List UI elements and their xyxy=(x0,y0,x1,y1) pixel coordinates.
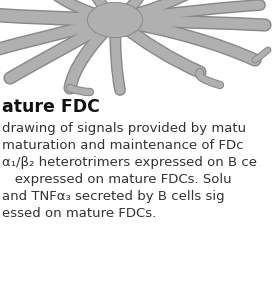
Text: ature FDC: ature FDC xyxy=(2,98,100,116)
Text: expressed on mature FDCs. Solu: expressed on mature FDCs. Solu xyxy=(2,173,232,186)
Text: essed on mature FDCs.: essed on mature FDCs. xyxy=(2,207,156,220)
Ellipse shape xyxy=(87,2,143,38)
Ellipse shape xyxy=(87,2,143,38)
Text: and TNFα₃ secreted by B cells sig: and TNFα₃ secreted by B cells sig xyxy=(2,190,225,203)
Text: maturation and maintenance of FDс: maturation and maintenance of FDс xyxy=(2,139,244,152)
Text: α₁/β₂ heterotrimers expressed on B ce: α₁/β₂ heterotrimers expressed on B ce xyxy=(2,156,257,169)
Text: drawing of signals provided by matu: drawing of signals provided by matu xyxy=(2,122,246,135)
